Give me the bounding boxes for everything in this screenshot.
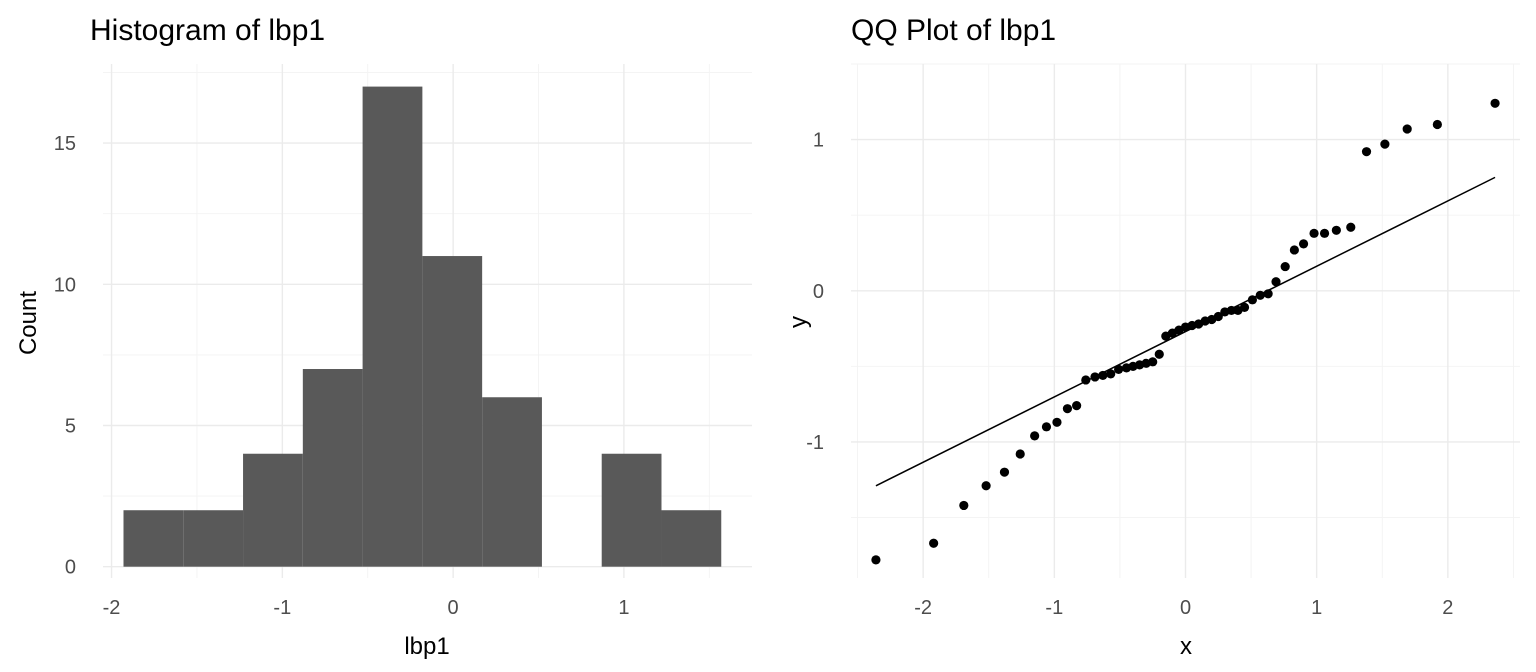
qq-plot-grid: [851, 63, 1520, 578]
histogram-bar-3: [302, 369, 363, 567]
x-tick-label-2: 0: [1180, 597, 1191, 619]
qq-point-11: [1081, 375, 1091, 385]
histogram-title: Histogram of lbp1: [90, 14, 325, 47]
y-tick-label-0: -1: [806, 432, 824, 454]
qq-point-0: [871, 555, 881, 565]
qq-plot-y-axis-label: y: [785, 316, 812, 328]
x-tick-label-1: -1: [273, 597, 291, 619]
histogram-bar-0: [123, 510, 184, 567]
histogram-x-axis-label: lbp1: [404, 633, 449, 660]
qq-point-10: [1072, 401, 1082, 411]
qq-points: [871, 98, 1500, 565]
histogram-bar-9: [661, 510, 722, 567]
y-tick-label-0: 0: [65, 557, 76, 579]
x-tick-label-1: -1: [1045, 597, 1063, 619]
qq-point-45: [1346, 222, 1356, 232]
qq-point-15: [1114, 364, 1124, 374]
qq-point-3: [981, 481, 991, 491]
qq-point-13: [1098, 370, 1108, 381]
qq-point-42: [1309, 228, 1319, 238]
qq-point-1: [929, 538, 939, 548]
qq-point-40: [1289, 245, 1299, 255]
qq-point-50: [1490, 98, 1500, 108]
qq-point-39: [1280, 261, 1290, 272]
qq-point-47: [1380, 139, 1390, 149]
y-tick-label-3: 15: [54, 133, 76, 155]
qq-point-2: [959, 500, 969, 511]
qq-point-36: [1255, 290, 1265, 300]
qq-point-5: [1015, 449, 1025, 459]
histogram-bar-1: [183, 510, 244, 567]
y-tick-label-2: 10: [54, 274, 76, 296]
qq-point-9: [1062, 404, 1073, 414]
qq-point-30: [1213, 311, 1223, 322]
qq-point-37: [1263, 289, 1273, 299]
qq-point-21: [1154, 349, 1164, 359]
y-tick-label-2: 1: [813, 130, 824, 152]
histogram-bar-4: [362, 86, 423, 567]
qq-point-32: [1226, 305, 1237, 316]
histogram-y-ticks: 0 5 10 15: [54, 133, 76, 579]
qq-point-4: [999, 467, 1010, 477]
qq-point-8: [1052, 417, 1062, 427]
histogram-bar-2: [243, 453, 303, 567]
histogram-panel: Histogram of lbp1 -2 -1 0 1 0 5 10 15 lbp1 Cou…: [15, 14, 752, 660]
qq-point-43: [1319, 228, 1330, 238]
qq-point-41: [1298, 239, 1309, 249]
qq-point-49: [1432, 119, 1442, 130]
x-tick-label-4: 2: [1442, 597, 1453, 619]
qq-plot-x-ticks: -2 -1 0 1 2: [914, 597, 1453, 619]
qq-plot-panel: QQ Plot of lbp1 -2 -1 0 1 2 -1 0 1 x y: [785, 14, 1520, 660]
histogram-y-axis-label: Count: [15, 291, 42, 355]
y-tick-label-1: 5: [65, 415, 76, 437]
qq-point-38: [1271, 277, 1281, 287]
histogram-x-ticks: -2 -1 0 1: [103, 597, 630, 619]
qq-point-48: [1402, 124, 1412, 134]
qq-plot-y-ticks: -1 0 1: [806, 130, 824, 454]
qq-point-14: [1106, 369, 1116, 379]
qq-point-34: [1239, 302, 1250, 312]
qq-point-12: [1090, 372, 1100, 382]
qq-point-46: [1361, 147, 1372, 157]
x-tick-label-3: 1: [1311, 597, 1322, 619]
histogram-bar-6: [482, 397, 542, 567]
qq-plot-x-axis-label: x: [1180, 633, 1192, 660]
qq-plot-title: QQ Plot of lbp1: [851, 14, 1056, 47]
histogram-bar-5: [422, 256, 483, 567]
qq-point-6: [1030, 431, 1040, 441]
x-tick-label-0: -2: [103, 597, 121, 619]
qq-point-7: [1041, 422, 1052, 432]
x-tick-label-3: 1: [618, 597, 629, 619]
qq-point-44: [1331, 225, 1341, 235]
histogram-bars: [123, 86, 722, 567]
qq-point-35: [1247, 295, 1257, 305]
qq-point-20: [1148, 357, 1158, 367]
x-tick-label-0: -2: [914, 597, 932, 619]
histogram-bar-8: [601, 453, 662, 567]
x-tick-label-2: 0: [448, 597, 459, 619]
y-tick-label-1: 0: [813, 281, 824, 303]
